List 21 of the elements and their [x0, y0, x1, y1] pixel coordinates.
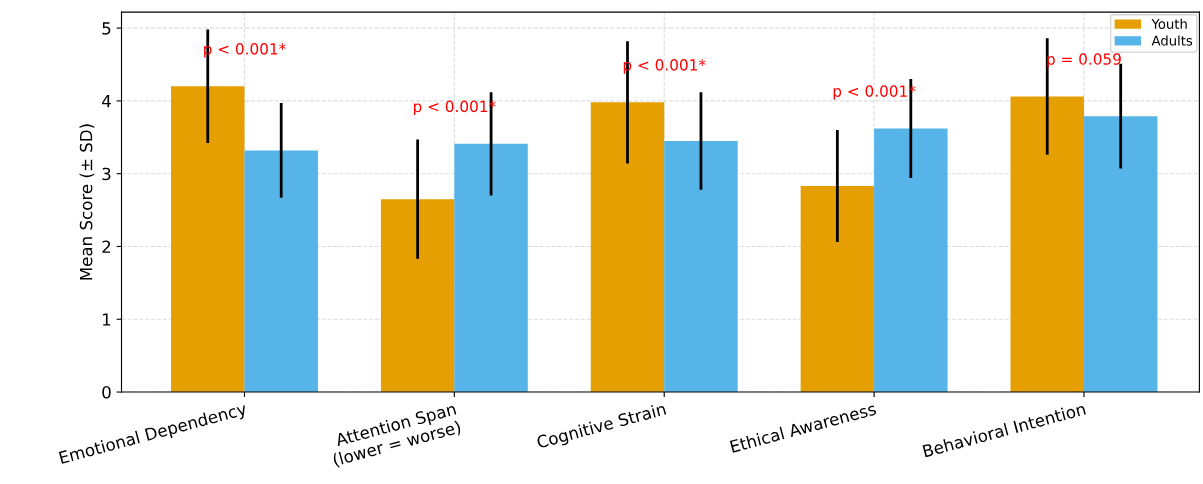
y-tick-label: 1	[103, 313, 111, 326]
bar	[590, 102, 665, 393]
legend-label: Adults	[1151, 35, 1193, 46]
y-tick-label: 4	[101, 95, 111, 108]
x-tick-label: Cognitive Strain	[536, 402, 668, 452]
bar	[380, 199, 455, 393]
bar	[171, 86, 245, 393]
bar	[454, 143, 528, 393]
bar	[874, 128, 948, 393]
x-tick-label: Attention Span (lower = worse)	[332, 402, 462, 469]
bar	[800, 186, 875, 393]
bar	[1010, 96, 1084, 393]
bar	[1083, 116, 1158, 393]
bar	[664, 140, 738, 393]
y-tick-label: 0	[102, 386, 111, 399]
y-tick-label: 2	[102, 240, 111, 253]
legend-label: Youth	[1151, 18, 1187, 29]
bar	[244, 150, 318, 393]
y-tick-label: 5	[102, 22, 111, 35]
y-axis-title: Mean Score (± SD)	[79, 124, 95, 280]
y-tick-label: 3	[102, 167, 111, 181]
